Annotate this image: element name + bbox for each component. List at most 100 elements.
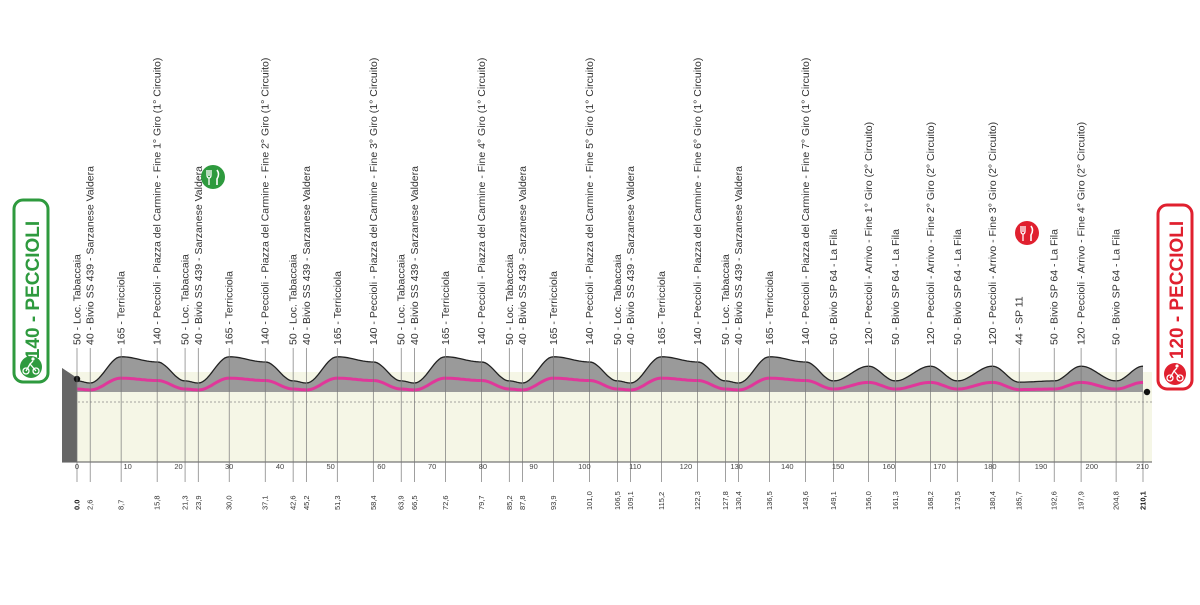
waypoint-km-label: 45,2 [302, 495, 311, 510]
waypoint-km-label: 130,4 [734, 491, 743, 510]
km-scale-label: 110 [629, 462, 641, 471]
km-scale-label: 130 [730, 462, 743, 471]
waypoint-label: 140 - Peccioli - Piazza del Carmine - Fi… [692, 58, 704, 345]
waypoint-label: 165 - Terricciola [116, 271, 128, 345]
waypoint-label: 40 - Bivio SS 439 - Sarzanese Valdera [409, 166, 421, 345]
waypoint-label: 140 - Peccioli - Piazza del Carmine - Fi… [368, 58, 380, 345]
waypoint-label: 40 - Bivio SS 439 - Sarzanese Valdera [625, 166, 637, 345]
waypoint-km-label: 115,2 [657, 492, 666, 510]
waypoint-label: 40 - Bivio SS 439 - Sarzanese Valdera [85, 166, 97, 345]
waypoint-km-label: 161,3 [891, 491, 900, 510]
km-scale-label: 50 [327, 462, 335, 471]
waypoint-label: 50 - Bivio SP 64 - La Fila [952, 229, 964, 345]
km-scale: 0 10 20 30 40 50 60 70 80 90 100 110 120 130 140 150 160… [75, 462, 1149, 471]
waypoint-km-label: 30,0 [225, 495, 234, 510]
waypoint-km-label: 185,7 [1015, 491, 1024, 510]
cyclist-finish-icon [1164, 363, 1186, 385]
km-scale-label: 210 [1136, 462, 1149, 471]
waypoint-km-label: 122,3 [693, 491, 702, 510]
waypoint-km-label: 66,5 [410, 495, 419, 510]
elevation-area [62, 356, 1143, 392]
waypoint-labels: 50 - Loc. Tabaccaia 40 - Bivio SS 439 - S… [72, 58, 1123, 345]
waypoint-label: 120 - Peccioli - Arrivo - Fine 1° Giro (… [863, 122, 875, 345]
waypoint-label: 50 - Loc. Tabaccaia [180, 254, 192, 345]
km-scale-label: 70 [428, 462, 436, 471]
waypoint-km-label: 149,1 [829, 491, 838, 510]
waypoint-label: 165 - Terricciola [656, 271, 668, 345]
waypoint-label: 165 - Terricciola [440, 271, 452, 345]
finish-badge: 120 - PECCIOLI [1156, 203, 1194, 391]
waypoint-label: 165 - Terricciola [224, 271, 236, 345]
waypoint-label: 50 - Loc. Tabaccaia [720, 254, 732, 345]
waypoint-km-labels: 0.0 2,6 8,7 15,8 21,3 23,9 30,0 37,1 42,6 45,2 51,… [73, 491, 1148, 510]
km-scale-label: 40 [276, 462, 284, 471]
waypoint-km-label: 15,8 [153, 495, 162, 510]
waypoint-km-label: 87,8 [518, 495, 527, 510]
km-scale-label: 160 [883, 462, 896, 471]
waypoint-km-label: 0.0 [73, 500, 82, 510]
cyclist-start-icon [20, 356, 42, 378]
km-scale-label: 190 [1035, 462, 1048, 471]
waypoint-km-label: 42,6 [289, 495, 298, 510]
waypoint-label: 165 - Terricciola [332, 271, 344, 345]
waypoint-label: 50 - Bivio SP 64 - La Fila [890, 229, 902, 345]
km-scale-label: 140 [781, 462, 794, 471]
waypoint-km-label: 51,3 [333, 495, 342, 510]
waypoint-km-label: 21,3 [181, 495, 190, 510]
waypoint-km-label: 106,5 [613, 491, 622, 510]
start-badge: 140 - PECCIOLI [12, 198, 50, 384]
start-label: 140 - PECCIOLI [23, 221, 44, 359]
waypoint-km-label: 168,2 [926, 491, 935, 510]
km-scale-label: 60 [377, 462, 385, 471]
start-wall [62, 368, 77, 462]
waypoint-label: 50 - Loc. Tabaccaia [72, 254, 84, 345]
waypoint-label: 140 - Peccioli - Piazza del Carmine - Fi… [260, 58, 272, 345]
waypoint-km-label: 101,0 [585, 491, 594, 510]
waypoint-label: 50 - Loc. Tabaccaia [612, 254, 624, 345]
waypoint-label: 50 - Bivio SP 64 - La Fila [1049, 229, 1061, 345]
km-scale-label: 20 [174, 462, 182, 471]
waypoint-label: 40 - Bivio SS 439 - Sarzanese Valdera [193, 166, 205, 345]
waypoint-label: 165 - Terricciola [548, 271, 560, 345]
waypoint-label: 120 - Peccioli - Arrivo - Fine 3° Giro (… [987, 122, 999, 345]
waypoint-ticks [76, 348, 1144, 482]
finish-label: 120 - PECCIOLI [1167, 221, 1188, 359]
waypoint-km-label: 8,7 [117, 500, 126, 510]
waypoint-label: 140 - Peccioli - Piazza del Carmine - Fi… [584, 58, 596, 345]
waypoint-km-label: 180,4 [988, 491, 997, 510]
total-km-label: 210,1 [1139, 491, 1148, 510]
waypoint-label: 50 - Bivio SP 64 - La Fila [828, 229, 840, 345]
waypoint-label: 120 - Peccioli - Arrivo - Fine 2° Giro (… [925, 122, 937, 345]
waypoint-km-label: 156,0 [864, 491, 873, 510]
waypoint-km-label: 79,7 [477, 495, 486, 510]
fork-knife-icon [201, 165, 225, 189]
km-scale-label: 150 [832, 462, 845, 471]
km-scale-label: 200 [1086, 462, 1099, 471]
waypoint-label: 165 - Terricciola [764, 271, 776, 345]
waypoint-label: 140 - Peccioli - Piazza del Carmine - Fi… [152, 58, 164, 345]
waypoint-km-label: 58,4 [369, 495, 378, 510]
waypoint-km-label: 127,8 [721, 491, 730, 510]
waypoint-km-label: 192,6 [1050, 491, 1059, 510]
waypoint-label: 40 - Bivio SS 439 - Sarzanese Valdera [733, 166, 745, 345]
waypoint-km-label: 136,5 [765, 491, 774, 510]
waypoint-label: 50 - Bivio SP 64 - La Fila [1111, 229, 1123, 345]
waypoint-km-label: 23,9 [194, 495, 203, 510]
km-scale-label: 90 [529, 462, 537, 471]
waypoint-km-label: 93,9 [549, 495, 558, 510]
waypoint-label: 140 - Peccioli - Piazza del Carmine - Fi… [476, 58, 488, 345]
waypoint-km-label: 197,9 [1077, 491, 1086, 510]
waypoint-label: 50 - Loc. Tabaccaia [396, 254, 408, 345]
waypoint-km-label: 85,2 [505, 495, 514, 510]
km-scale-label: 100 [578, 462, 591, 471]
waypoint-km-label: 63,9 [397, 495, 406, 510]
km-scale-label: 10 [124, 462, 132, 471]
waypoint-km-label: 109,1 [626, 491, 635, 510]
waypoint-label: 40 - Bivio SS 439 - Sarzanese Valdera [517, 166, 529, 345]
waypoint-label: 50 - Loc. Tabaccaia [504, 254, 516, 345]
km-scale-label: 170 [933, 462, 946, 471]
finish-dot [1143, 388, 1151, 396]
waypoint-km-label: 173,5 [953, 491, 962, 510]
